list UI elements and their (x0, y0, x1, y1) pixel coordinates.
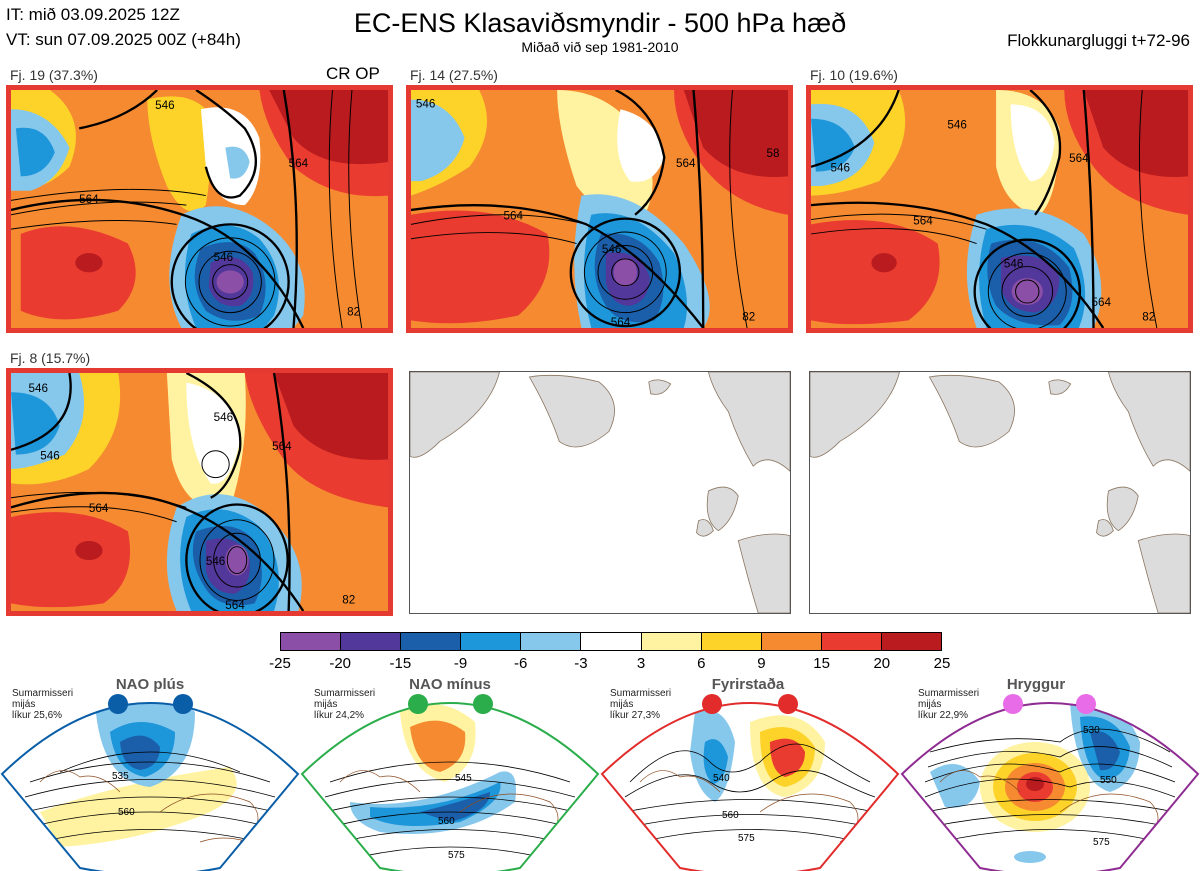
regime-title: NAO mínus (409, 676, 491, 693)
colorbar-tick-label: -15 (389, 655, 412, 672)
contour-label: 564 (611, 316, 631, 328)
colorbar-tick-label: 3 (636, 655, 646, 672)
regime-contour-label: 575 (1093, 837, 1110, 848)
regime-info: Sumarmisseri mijás líkur 27,3% (610, 688, 672, 721)
colorbar-tick-label: 6 (697, 655, 706, 672)
empty-map-1 (409, 371, 791, 614)
contour-label: 546 (602, 243, 621, 256)
contour-label: 564 (504, 210, 524, 223)
colorbar-tick-label: -9 (453, 655, 468, 672)
page-title: EC-ENS Klasaviðsmyndir - 500 hPa hæð (353, 8, 847, 38)
cluster-map-2: 546 546 564 564 58 82 564 (406, 85, 793, 333)
colorbar-tick-label: 25 (933, 655, 951, 672)
cluster-label-2: Fj. 14 (27.5%) (410, 67, 498, 83)
colorbar-tick-label: -25 (269, 655, 291, 672)
contour-label: 546 (40, 449, 59, 462)
regime-contour-label: 530 (1083, 725, 1100, 736)
cluster-label-4: Fj. 8 (15.7%) (10, 350, 91, 366)
colorbar-tick-label: 20 (873, 655, 891, 672)
regime-nao-minus: 545 560 575 Sumarmisseri mijás líkur 24,2%… (300, 672, 600, 871)
colorbar-tick-label: -20 (329, 655, 352, 672)
regime-ridge: 530 550 575 Sumarmisseri mijás líkur 22,9%… (900, 672, 1200, 871)
cr-op-label: CR OP (326, 64, 380, 83)
cluster-map-3: 546 546 564 564 546 564 82 (806, 85, 1193, 333)
classification-window: Flokkunargluggi t+72-96 (1007, 31, 1190, 50)
contour-label: 564 (272, 440, 292, 453)
colorbar-segment (521, 633, 582, 650)
regime-title: Hryggur (1006, 676, 1066, 693)
colorbar-segment (821, 633, 882, 650)
valid-time: VT: sun 07.09.2025 00Z (+84h) (6, 30, 241, 49)
regime-title: NAO plús (115, 676, 185, 693)
regime-contour-label: 560 (438, 816, 455, 827)
colorbar-segment (761, 633, 822, 650)
contour-label: 564 (676, 157, 696, 170)
colorbar-tick-label: -6 (514, 655, 528, 672)
regime-contour-label: 540 (713, 773, 730, 784)
regime-contour-label: 560 (118, 807, 135, 818)
regime-info: Sumarmisseri mijás líkur 24,2% (314, 688, 376, 721)
empty-map-2 (809, 371, 1191, 614)
contour-label: 564 (289, 157, 309, 170)
regime-contour-label: 560 (722, 810, 739, 821)
colorbar-tick-label: 9 (757, 655, 766, 672)
regime-contour-label: 575 (738, 833, 755, 844)
contour-label: 546 (214, 251, 233, 264)
cluster-label-1: Fj. 19 (37.3%) (10, 67, 98, 83)
regime-info: Sumarmisseri mijás líkur 22,9% (918, 688, 980, 721)
cluster-map-1: 546 546 564 564 82 (6, 85, 393, 333)
regime-blocking: 540 560 575 Sumarmisseri mijás líkur 27,3%… (600, 672, 900, 871)
contour-label: 564 (913, 214, 933, 227)
regime-contour-label: 535 (112, 771, 129, 782)
contour-label: 546 (830, 162, 849, 175)
colorbar-tick-label: -3 (574, 655, 588, 672)
colorbar-segment (281, 633, 342, 650)
contour-label: 564 (1069, 152, 1089, 165)
contour-label: 546 (29, 382, 48, 395)
contour-label: 82 (1142, 310, 1155, 323)
contour-label: 82 (347, 306, 360, 319)
regime-contour-label: 545 (455, 773, 472, 784)
colorbar-tick-label: 15 (813, 655, 830, 672)
contour-label: 564 (89, 502, 109, 515)
colorbar-segment (461, 633, 522, 650)
colorbar-segment (401, 633, 462, 650)
contour-label: 564 (79, 193, 99, 206)
regime-info: Sumarmisseri mijás líkur 25,6% (12, 688, 74, 721)
colorbar-segment (881, 633, 942, 650)
colorbar-segment (701, 633, 762, 650)
contour-label: 82 (742, 310, 755, 323)
contour-label: 546 (214, 411, 233, 424)
page-subtitle: Miðað við sep 1981-2010 (521, 39, 679, 55)
contour-label: 58 (767, 147, 780, 160)
contour-label: 546 (947, 118, 966, 131)
regime-contour-label: 550 (1100, 775, 1117, 786)
contour-label: 546 (416, 97, 435, 110)
colorbar-segment (341, 633, 402, 650)
cluster-map-4: 546 546 546 564 564 546 82 564 (6, 368, 393, 616)
contour-label: 564 (225, 599, 245, 611)
colorbar-segment (581, 633, 642, 650)
contour-label: 546 (155, 99, 174, 112)
contour-label: 82 (342, 593, 355, 606)
regime-contour-label: 575 (448, 850, 465, 861)
contour-label: 546 (206, 555, 225, 568)
contour-label: 546 (1004, 258, 1023, 271)
contour-label: 564 (1092, 296, 1112, 309)
regime-title: Fyrirstaða (711, 676, 785, 693)
colorbar-segment (641, 633, 702, 650)
colorbar (280, 632, 942, 651)
cluster-label-3: Fj. 10 (19.6%) (810, 67, 898, 83)
regime-nao-plus: 535 560 Sumarmisseri mijás líkur 25,6% NAO… (0, 672, 300, 871)
init-time: IT: mið 03.09.2025 12Z (6, 5, 180, 24)
